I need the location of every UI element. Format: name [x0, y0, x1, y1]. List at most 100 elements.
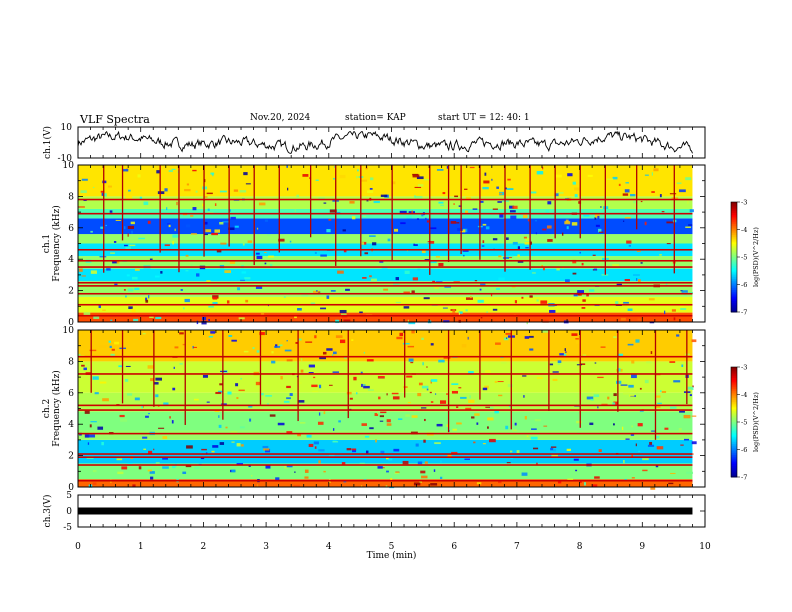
spectrogram-speckle	[134, 288, 139, 290]
spectrogram-speckle	[251, 475, 252, 476]
spectrogram-speckle	[387, 423, 392, 426]
spectrogram-speckle	[426, 367, 428, 368]
spectrogram-speckle	[496, 288, 500, 290]
spectrogram-speckle	[192, 170, 196, 171]
spectrogram-speckle	[186, 445, 193, 448]
spectrogram-speckle	[323, 471, 325, 472]
spectrogram-speckle	[522, 375, 526, 376]
spectrogram-speckle	[649, 298, 655, 300]
spectrogram-spike	[404, 330, 405, 398]
spectrogram-line	[78, 315, 692, 317]
spectrogram-spike	[360, 165, 361, 256]
spectrogram-speckle	[537, 299, 539, 301]
spectrogram-speckle	[628, 309, 633, 311]
spectrogram-speckle	[470, 167, 475, 168]
spectrogram-speckle	[483, 240, 485, 243]
spectrogram-speckle	[388, 459, 392, 461]
spectrogram-speckle	[386, 471, 389, 473]
spectrogram-speckle	[621, 384, 628, 385]
spectrogram-spike	[153, 330, 154, 407]
colorbar-tick-label: -7	[741, 309, 747, 317]
spectrogram-speckle	[78, 354, 80, 356]
spectrogram-speckle	[674, 317, 676, 320]
spectrogram-speckle	[508, 384, 513, 387]
spectrogram-speckle	[403, 343, 410, 344]
spectrogram-speckle	[613, 336, 617, 338]
spectrogram-speckle	[315, 446, 317, 449]
spectrogram-speckle	[430, 483, 437, 485]
spectrogram-speckle	[78, 206, 85, 207]
spectrogram-speckle	[498, 395, 502, 396]
spectrogram-speckle	[487, 417, 493, 420]
spectrogram-speckle	[369, 275, 372, 277]
spectrogram-speckle	[525, 242, 530, 244]
time-axis-label: Time (min)	[367, 550, 417, 561]
spectrogram-speckle	[244, 277, 250, 279]
spectrogram-speckle	[451, 221, 457, 224]
spectrogram-spike	[617, 330, 618, 412]
voltage-tick-label: -5	[63, 523, 72, 533]
spectrogram-speckle	[529, 336, 534, 338]
spectrogram-speckle	[523, 215, 527, 218]
spectrogram-speckle	[613, 423, 615, 425]
spectrogram-speckle	[191, 233, 197, 235]
spectrogram-speckle	[315, 252, 317, 254]
spectrogram-speckle	[227, 392, 231, 395]
spectrogram-speckle	[418, 184, 423, 187]
spectrogram-speckle	[387, 419, 391, 422]
spectrogram-speckle	[478, 300, 484, 303]
spectrogram-speckle	[628, 344, 634, 346]
spectrogram-speckle	[256, 253, 260, 255]
spectrogram-speckle	[582, 307, 586, 309]
spectrogram-speckle	[430, 392, 432, 393]
time-axis: 0 1 2 3 4 5 6 7 8 9 10Time (min)	[75, 542, 711, 561]
spectrogram-speckle	[431, 343, 434, 345]
spectrogram-speckle	[582, 263, 584, 265]
spectrogram-speckle	[553, 379, 558, 381]
spectrogram-speckle	[117, 458, 123, 460]
spectrogram-speckle	[425, 218, 426, 220]
spectrogram-speckle	[607, 397, 609, 400]
spectrogram-spike	[479, 165, 480, 260]
spectrogram-speckle	[381, 195, 388, 197]
colorbar-tick-label: -7	[741, 474, 747, 482]
spectrogram-speckle	[235, 226, 239, 228]
spectrogram-speckle	[623, 460, 625, 463]
spectrogram-speckle	[660, 390, 662, 392]
spectrogram-speckle	[324, 203, 327, 204]
spectrogram-speckle	[243, 172, 247, 175]
time-tick-label: 8	[577, 542, 583, 552]
spectrogram-spike	[580, 330, 581, 428]
spectrogram-speckle	[396, 302, 401, 303]
spectrogram-speckle	[148, 221, 151, 224]
channel-label: ch.2	[42, 399, 52, 418]
spectrogram-speckle	[399, 333, 403, 336]
spectrogram-speckle	[125, 379, 128, 382]
spectrogram-speckle	[423, 440, 425, 443]
spectrogram-speckle	[631, 375, 637, 378]
spectrogram-speckle	[625, 182, 628, 183]
spectrogram-band	[78, 234, 692, 243]
spectrogram-speckle	[392, 393, 399, 394]
spectrogram-speckle	[270, 414, 276, 416]
spectrogram-speckle	[484, 173, 486, 176]
spectrogram-speckle	[562, 233, 563, 236]
spectrogram-speckle	[126, 366, 131, 367]
spectrogram-speckle	[145, 416, 149, 418]
spectrogram-speckle	[686, 472, 693, 474]
spectrogram-speckle	[220, 243, 226, 245]
spectrogram-speckle	[416, 444, 419, 447]
spectrogram-speckle	[286, 397, 291, 399]
spectrogram-speckle	[498, 278, 504, 281]
spectrogram-speckle	[622, 427, 623, 430]
spectrogram-speckle	[469, 395, 470, 398]
spectrogram-speckle	[424, 179, 430, 180]
spectrogram-speckle	[653, 168, 658, 171]
spectrogram-speckle	[673, 380, 680, 382]
spectrogram-speckle	[418, 269, 421, 271]
voltage-tick-label: 0	[66, 507, 72, 517]
spectrogram-speckle	[364, 352, 365, 353]
spectrogram-speckle	[108, 186, 112, 188]
spectrogram-speckle	[549, 310, 555, 313]
spectrogram-speckle	[244, 351, 249, 353]
